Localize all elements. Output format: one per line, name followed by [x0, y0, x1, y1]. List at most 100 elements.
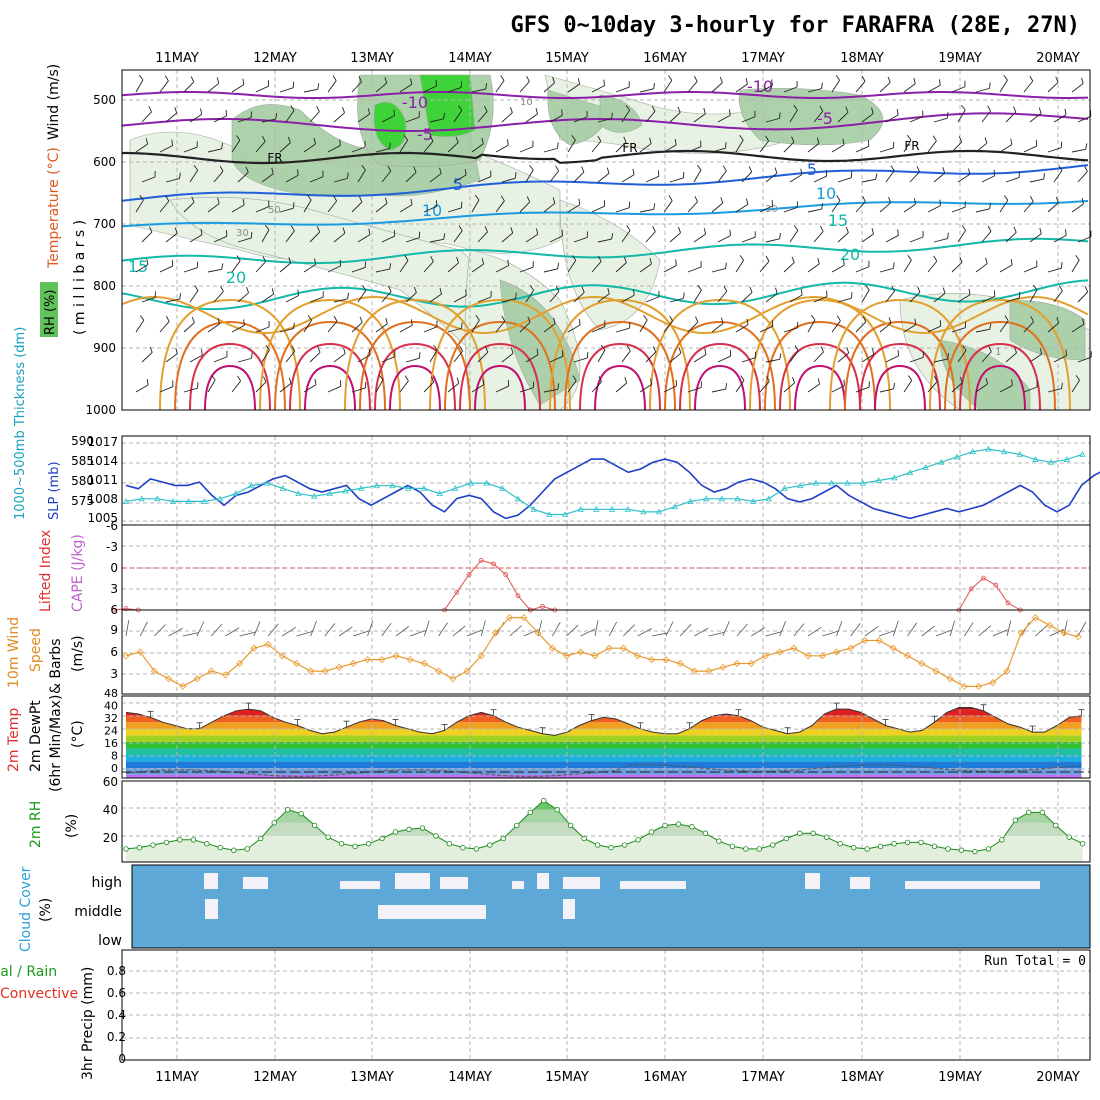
- li-marker: [540, 604, 545, 609]
- wind-barb: [135, 79, 144, 93]
- rh2m-marker: [891, 841, 897, 847]
- rh2m-tick: 60: [103, 775, 118, 789]
- y-axis-labels: Wind (m/s) Temperature (°C) ( m i l l i …: [0, 64, 96, 1080]
- wind-barb-flag: [1004, 315, 1009, 321]
- wind-barb: [213, 356, 228, 363]
- wind-barb: [399, 380, 409, 393]
- thickness-marker: [985, 445, 992, 452]
- wind-barb-flag: [458, 225, 463, 231]
- wind10-marker: [463, 667, 471, 675]
- wind-barb-flag: [332, 75, 337, 81]
- wind-barb-flag: [237, 375, 242, 382]
- wind-barb: [525, 290, 535, 303]
- wind-barb: [183, 322, 195, 333]
- wind-barb: [717, 355, 731, 363]
- contour-10: [121, 200, 1089, 228]
- wind-barb: [1047, 202, 1059, 213]
- wind-barb: [519, 201, 531, 213]
- wind-barb: [429, 118, 444, 123]
- wind-barb: [1071, 203, 1084, 213]
- wind-barb-flag: [220, 286, 224, 292]
- wind-barb: [261, 293, 274, 303]
- wind-barb: [597, 118, 612, 123]
- wind10-barb: [708, 632, 725, 637]
- ylabel-barbs: & Barbs: [48, 639, 64, 695]
- wind-barb: [189, 234, 203, 243]
- wind-barb: [327, 145, 341, 153]
- wind-barb-flag: [1058, 285, 1063, 292]
- wind-barb-flag: [942, 287, 946, 294]
- wind-barb: [975, 328, 990, 333]
- wind-barb-flag: [385, 317, 388, 324]
- wind-barb-flag: [821, 203, 824, 210]
- wind-barb: [135, 199, 144, 213]
- wind-barb: [999, 264, 1013, 273]
- wind-barb-flag: [958, 136, 963, 143]
- wind-barb-flag: [933, 255, 938, 262]
- slp-tick: 1014: [87, 454, 118, 468]
- wind-barb: [207, 379, 216, 393]
- wind-barb: [501, 298, 516, 303]
- wind-barb: [381, 115, 395, 123]
- wind-barb-flag: [347, 172, 349, 179]
- wind-barb-flag: [947, 232, 949, 239]
- ylabel-thickness: 1000~500mb Thickness (dm): [13, 327, 28, 520]
- wind-barb-flag: [443, 112, 445, 119]
- wind-barb-flag: [430, 376, 435, 383]
- wind10-marker: [633, 652, 642, 660]
- rh2m-marker: [999, 837, 1005, 843]
- wind-barb: [255, 206, 270, 213]
- wind-barb: [525, 233, 538, 243]
- wind-barb-flag: [792, 377, 795, 383]
- wind-barb-flag: [653, 203, 656, 210]
- li-tick: -6: [106, 519, 118, 533]
- wind-barb: [903, 203, 916, 213]
- wind-barb-flag: [555, 165, 560, 172]
- lifted-index-line: [444, 559, 531, 611]
- wind-barb: [471, 263, 484, 273]
- wind-barb: [711, 202, 724, 213]
- wind-barb: [861, 353, 874, 363]
- wind-barb: [645, 351, 657, 363]
- wind-barb: [351, 267, 366, 273]
- wind-barb-flag: [557, 142, 559, 149]
- wind-barb: [549, 235, 563, 243]
- wind-barb-flag: [897, 229, 899, 236]
- rh2m-marker: [1080, 841, 1086, 847]
- wind-barb-flag: [725, 262, 727, 269]
- precip-tick: 0: [118, 1052, 126, 1066]
- wind-barb: [999, 320, 1009, 333]
- pressure-tick-label: 1000: [85, 403, 116, 417]
- wind-barb-flag: [623, 256, 627, 263]
- wind-barb: [159, 200, 170, 213]
- temp2m-line: [125, 707, 1082, 736]
- wind-barb: [591, 326, 606, 333]
- wind-barb-flag: [165, 195, 170, 202]
- wind-barb: [1029, 353, 1042, 363]
- li-tick: 3: [110, 582, 118, 596]
- wind-barb-flag: [1061, 382, 1063, 389]
- wind10-barb: [1049, 628, 1065, 637]
- wind-barb-flag: [817, 257, 820, 264]
- wind-barb-flag: [271, 167, 274, 174]
- wind-barb-flag: [433, 344, 438, 351]
- wind-barb-flag: [914, 318, 917, 325]
- wind-barb: [279, 142, 291, 153]
- wind-barb: [333, 112, 345, 123]
- wind-barb-flag: [961, 104, 966, 111]
- wind10-marker: [477, 652, 485, 660]
- wind-barb: [855, 145, 869, 153]
- wind-barb: [573, 292, 585, 303]
- wind-barb: [549, 115, 563, 123]
- wind-barb-flag: [988, 346, 992, 352]
- wind-barb-flag: [1058, 165, 1063, 171]
- wind-barb: [165, 112, 178, 123]
- wind-barb: [663, 200, 673, 213]
- pressure-tick-label: 600: [93, 155, 116, 169]
- li-tick: -3: [106, 540, 118, 554]
- wind-barb: [741, 357, 756, 363]
- wind-barb-flag: [245, 166, 249, 173]
- wind10-barb: [480, 620, 486, 637]
- wind-barb: [783, 382, 795, 393]
- wind-barb: [783, 141, 795, 153]
